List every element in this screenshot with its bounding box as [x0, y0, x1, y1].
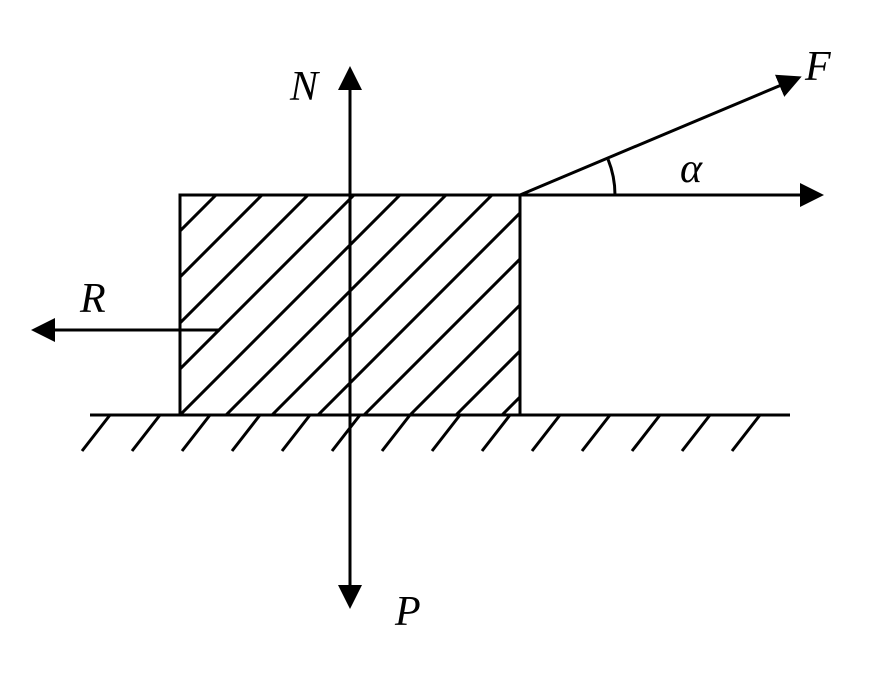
label-n: N	[289, 64, 320, 110]
ground-hatching	[82, 415, 760, 451]
label-alpha: α	[680, 146, 703, 192]
angle-arc-alpha	[608, 159, 615, 195]
free-body-diagram: N F α R P	[0, 0, 873, 673]
label-p: P	[394, 589, 421, 635]
vector-f	[520, 78, 798, 195]
label-f: F	[804, 44, 831, 90]
label-r: R	[79, 276, 106, 322]
